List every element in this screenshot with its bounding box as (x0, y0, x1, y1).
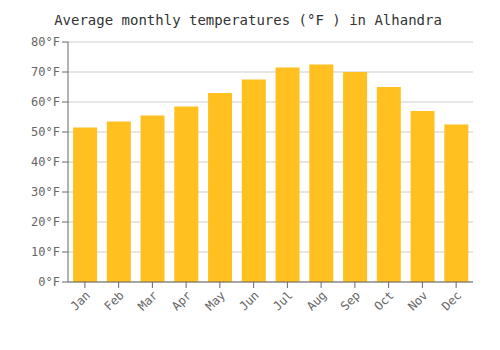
svg-text:30°F: 30°F (31, 185, 60, 199)
svg-text:60°F: 60°F (31, 95, 60, 109)
svg-text:Oct: Oct (372, 288, 397, 313)
svg-text:50°F: 50°F (31, 125, 60, 139)
svg-text:40°F: 40°F (31, 155, 60, 169)
svg-text:Nov: Nov (405, 288, 430, 313)
svg-text:Apr: Apr (169, 288, 194, 313)
svg-text:Mar: Mar (135, 288, 160, 313)
svg-text:Aug: Aug (304, 288, 329, 313)
html-text:Average monthly temperatures (: Average monthly temperatures (°F ) in Al… (54, 12, 442, 28)
svg-text:Jan: Jan (68, 288, 93, 313)
svg-text:10°F: 10°F (31, 245, 60, 259)
svg-text:Jul: Jul (270, 288, 295, 313)
svg-text:Feb: Feb (102, 288, 127, 313)
svg-text:20°F: 20°F (31, 215, 60, 229)
svg-text:Sep: Sep (338, 288, 363, 313)
svg-text:May: May (203, 288, 228, 313)
svg-text:70°F: 70°F (31, 65, 60, 79)
svg-text:0°F: 0°F (38, 275, 60, 289)
svg-text:Dec: Dec (439, 288, 464, 313)
svg-text:Jun: Jun (237, 288, 262, 313)
svg-text:80°F: 80°F (31, 35, 60, 49)
